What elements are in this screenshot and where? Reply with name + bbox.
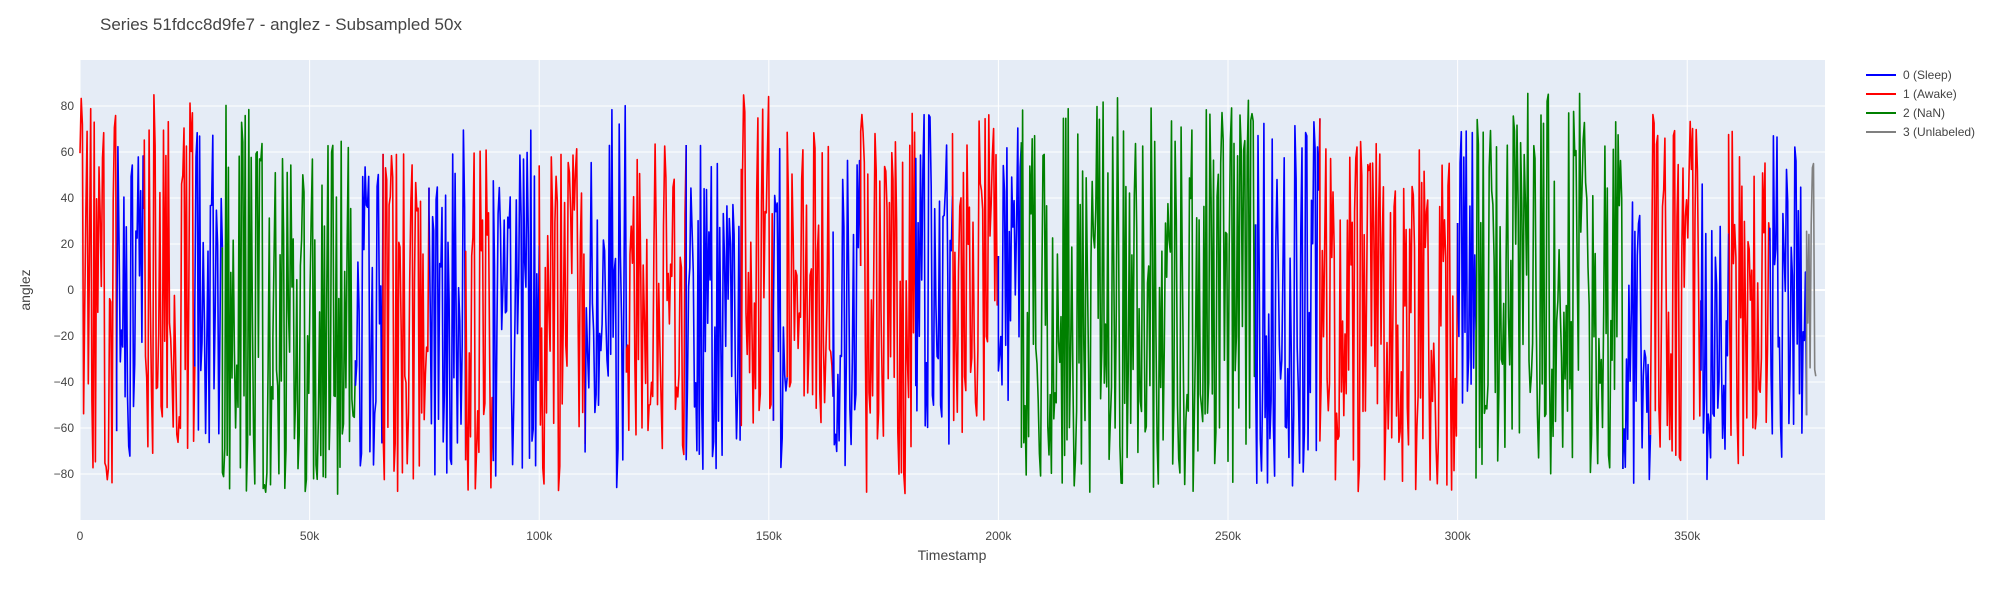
y-tick-label: −80 (54, 467, 75, 481)
x-axis-label: Timestamp (918, 547, 987, 563)
series-segment-1-awake- (951, 114, 1000, 434)
series-segment-1-awake- (740, 94, 775, 427)
legend-item-label[interactable]: 0 (Sleep) (1903, 68, 1952, 82)
series-segment-1-awake- (79, 97, 118, 484)
x-tick-label: 300k (1445, 529, 1472, 543)
x-tick-label: 50k (300, 529, 320, 543)
legend-item-label[interactable]: 1 (Awake) (1903, 87, 1957, 101)
series-segment-3-unlabeled- (1805, 162, 1817, 416)
y-tick-label: 20 (61, 237, 75, 251)
series-segment-0-sleep- (492, 129, 540, 477)
series-segment-0-sleep- (832, 159, 862, 467)
y-tick-label: 80 (61, 99, 75, 113)
chart-title: Series 51fdcc8d9fe7 - anglez - Subsample… (100, 15, 462, 34)
y-tick-label: 40 (61, 191, 75, 205)
series-segment-0-sleep- (194, 131, 224, 444)
x-tick-label: 100k (526, 529, 553, 543)
series-segment-2-nan- (221, 104, 274, 494)
series-segment-0-sleep- (584, 104, 628, 489)
series-segment-1-awake- (464, 149, 495, 491)
y-axis-label: anglez (17, 269, 33, 310)
x-tick-label: 250k (1215, 529, 1242, 543)
x-tick-label: 150k (756, 529, 783, 543)
x-tick-label: 200k (985, 529, 1012, 543)
series-segment-1-awake- (1727, 130, 1771, 465)
legend-item-label[interactable]: 2 (NaN) (1903, 106, 1945, 120)
series-segment-0-sleep- (1456, 130, 1477, 404)
y-tick-label: −40 (54, 375, 75, 389)
y-tick-label: −60 (54, 421, 75, 435)
y-tick-label: 0 (67, 283, 74, 297)
x-axis-ticks: 0 50k 100k 150k 200k 250k 300k 350k (77, 529, 1702, 543)
series-lines (79, 92, 1817, 495)
series-segment-0-sleep- (685, 144, 743, 471)
series-segment-1-awake- (1319, 118, 1459, 493)
x-tick-label: 350k (1674, 529, 1701, 543)
legend[interactable]: 0 (Sleep) 1 (Awake) 2 (NaN) 3 (Unlabeled) (1866, 68, 1975, 139)
x-tick-label: 0 (77, 529, 84, 543)
series-segment-2-nan- (1475, 92, 1624, 479)
y-tick-label: −20 (54, 329, 75, 343)
y-axis-ticks: −80 −60 −40 −20 0 20 40 60 80 (54, 99, 75, 481)
series-segment-0-sleep- (997, 127, 1023, 402)
series-segment-2-nan- (272, 140, 357, 495)
series-segment-1-awake- (625, 143, 687, 456)
series-segment-1-awake- (786, 131, 834, 424)
series-segment-1-awake- (859, 112, 917, 495)
series-segment-0-sleep- (354, 153, 384, 467)
series-segment-0-sleep- (1769, 135, 1808, 458)
y-tick-label: 60 (61, 145, 75, 159)
series-segment-0-sleep- (772, 147, 788, 469)
series-segment-0-sleep- (1622, 201, 1652, 484)
series-segment-2-nan- (1020, 97, 1257, 493)
series-segment-1-awake- (538, 148, 586, 492)
series-segment-0-sleep- (914, 113, 954, 445)
series-segment-0-sleep- (115, 145, 146, 457)
series-segment-0-sleep- (1700, 183, 1730, 481)
series-segment-0-sleep- (1254, 118, 1321, 487)
series-segment-0-sleep- (428, 129, 467, 476)
legend-item-label[interactable]: 3 (Unlabeled) (1903, 125, 1975, 139)
series-segment-1-awake- (1649, 113, 1702, 462)
series-segment-1-awake- (143, 94, 196, 455)
series-segment-1-awake- (382, 153, 430, 493)
